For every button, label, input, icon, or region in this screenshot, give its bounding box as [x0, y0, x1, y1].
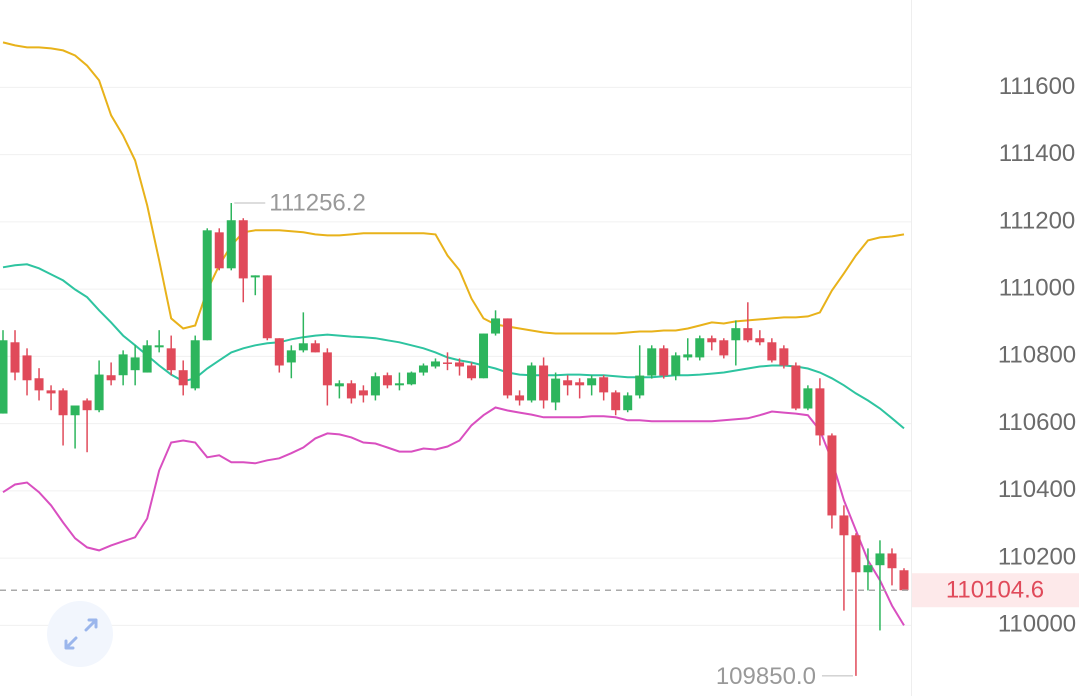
expand-button[interactable] [47, 601, 113, 667]
band-line [2, 41, 905, 335]
band-line [2, 406, 905, 626]
candle-body [406, 372, 416, 385]
candle-body [887, 553, 897, 569]
candle-body [899, 570, 909, 591]
candle-body [695, 338, 705, 358]
candle-body [719, 340, 729, 356]
candle-body [527, 365, 537, 401]
candle-body [767, 342, 777, 361]
candle-body [394, 383, 404, 386]
candle-body [382, 375, 392, 386]
expand-bg[interactable] [47, 601, 113, 667]
high-label: 111256.2 [269, 189, 366, 216]
candle-body [178, 370, 188, 386]
candle-body [491, 318, 501, 334]
candle-body [839, 515, 849, 536]
candle-body [142, 345, 152, 373]
y-tick-label: 111200 [999, 207, 1076, 234]
candle-body [34, 378, 44, 391]
candle-body [707, 338, 717, 343]
candle-body [875, 553, 885, 566]
candle-body [250, 275, 260, 278]
candle-body [803, 388, 813, 409]
candle-body [442, 362, 452, 364]
candle-body [623, 395, 633, 411]
candle-body [479, 333, 489, 379]
candle-body [298, 343, 308, 351]
candle-body [731, 328, 741, 341]
y-tick-label: 110800 [998, 342, 1076, 369]
candle-body [0, 340, 8, 414]
candle-body [82, 400, 92, 411]
candle-body [322, 352, 332, 386]
candle-body [358, 390, 368, 396]
candle-body [70, 405, 80, 416]
candle-body [154, 345, 164, 348]
candle-body [262, 275, 272, 339]
candle-body [118, 354, 128, 376]
candle-body [467, 365, 477, 379]
candle-body [310, 343, 320, 353]
candle-body [551, 378, 561, 403]
candle-body [755, 338, 765, 343]
candle-body [779, 348, 789, 366]
candle-body [539, 365, 549, 401]
y-tick-label: 111600 [999, 73, 1076, 100]
candle-body [659, 348, 669, 376]
candle-body [683, 354, 693, 358]
candle-body [647, 348, 657, 376]
candle-body [274, 338, 284, 366]
candle-body [94, 374, 104, 411]
candle-body [238, 220, 248, 279]
candle-body [58, 390, 68, 416]
candle-body [611, 392, 621, 411]
candle-body [503, 318, 513, 396]
candle-body [46, 390, 56, 394]
candle-body [22, 355, 32, 381]
candle-body [130, 357, 140, 371]
candle-body [190, 340, 200, 389]
expand-icon[interactable] [64, 618, 98, 650]
candle-body [635, 375, 645, 396]
candle-body [166, 348, 176, 371]
candle-body [226, 220, 236, 269]
candle-body [563, 380, 573, 386]
candle-body [827, 435, 837, 516]
y-tick-label: 110200 [998, 543, 1076, 570]
candle-body [575, 382, 585, 386]
y-tick-label: 110600 [998, 409, 1076, 436]
candle-body [671, 355, 681, 376]
last-price-box [912, 573, 1079, 608]
candle-body [430, 361, 440, 367]
candle-body [815, 388, 825, 436]
candle-body [851, 535, 861, 573]
candle-body [370, 376, 380, 396]
y-tick-label: 110000 [998, 611, 1076, 638]
y-tick-label: 111000 [999, 275, 1076, 302]
y-tick-label: 111400 [999, 140, 1076, 167]
candle-body [106, 375, 116, 381]
candle-body [334, 383, 344, 387]
candle-body [863, 565, 873, 573]
candle-body [10, 342, 20, 373]
candle-body [599, 377, 609, 393]
candle-body [286, 350, 296, 363]
candle-body [791, 365, 801, 409]
candle-body [587, 378, 597, 386]
band-line [2, 263, 905, 430]
y-tick-label: 110400 [998, 476, 1076, 503]
low-label: 109850.0 [716, 663, 816, 690]
candle-body [515, 395, 525, 401]
candle-body [202, 230, 212, 341]
candle-body [418, 365, 428, 373]
candle-body [214, 232, 224, 269]
candle-body [743, 328, 753, 341]
candle-body [455, 362, 465, 367]
last-price-label: 110104.6 [946, 577, 1044, 604]
candle-body [346, 383, 356, 399]
